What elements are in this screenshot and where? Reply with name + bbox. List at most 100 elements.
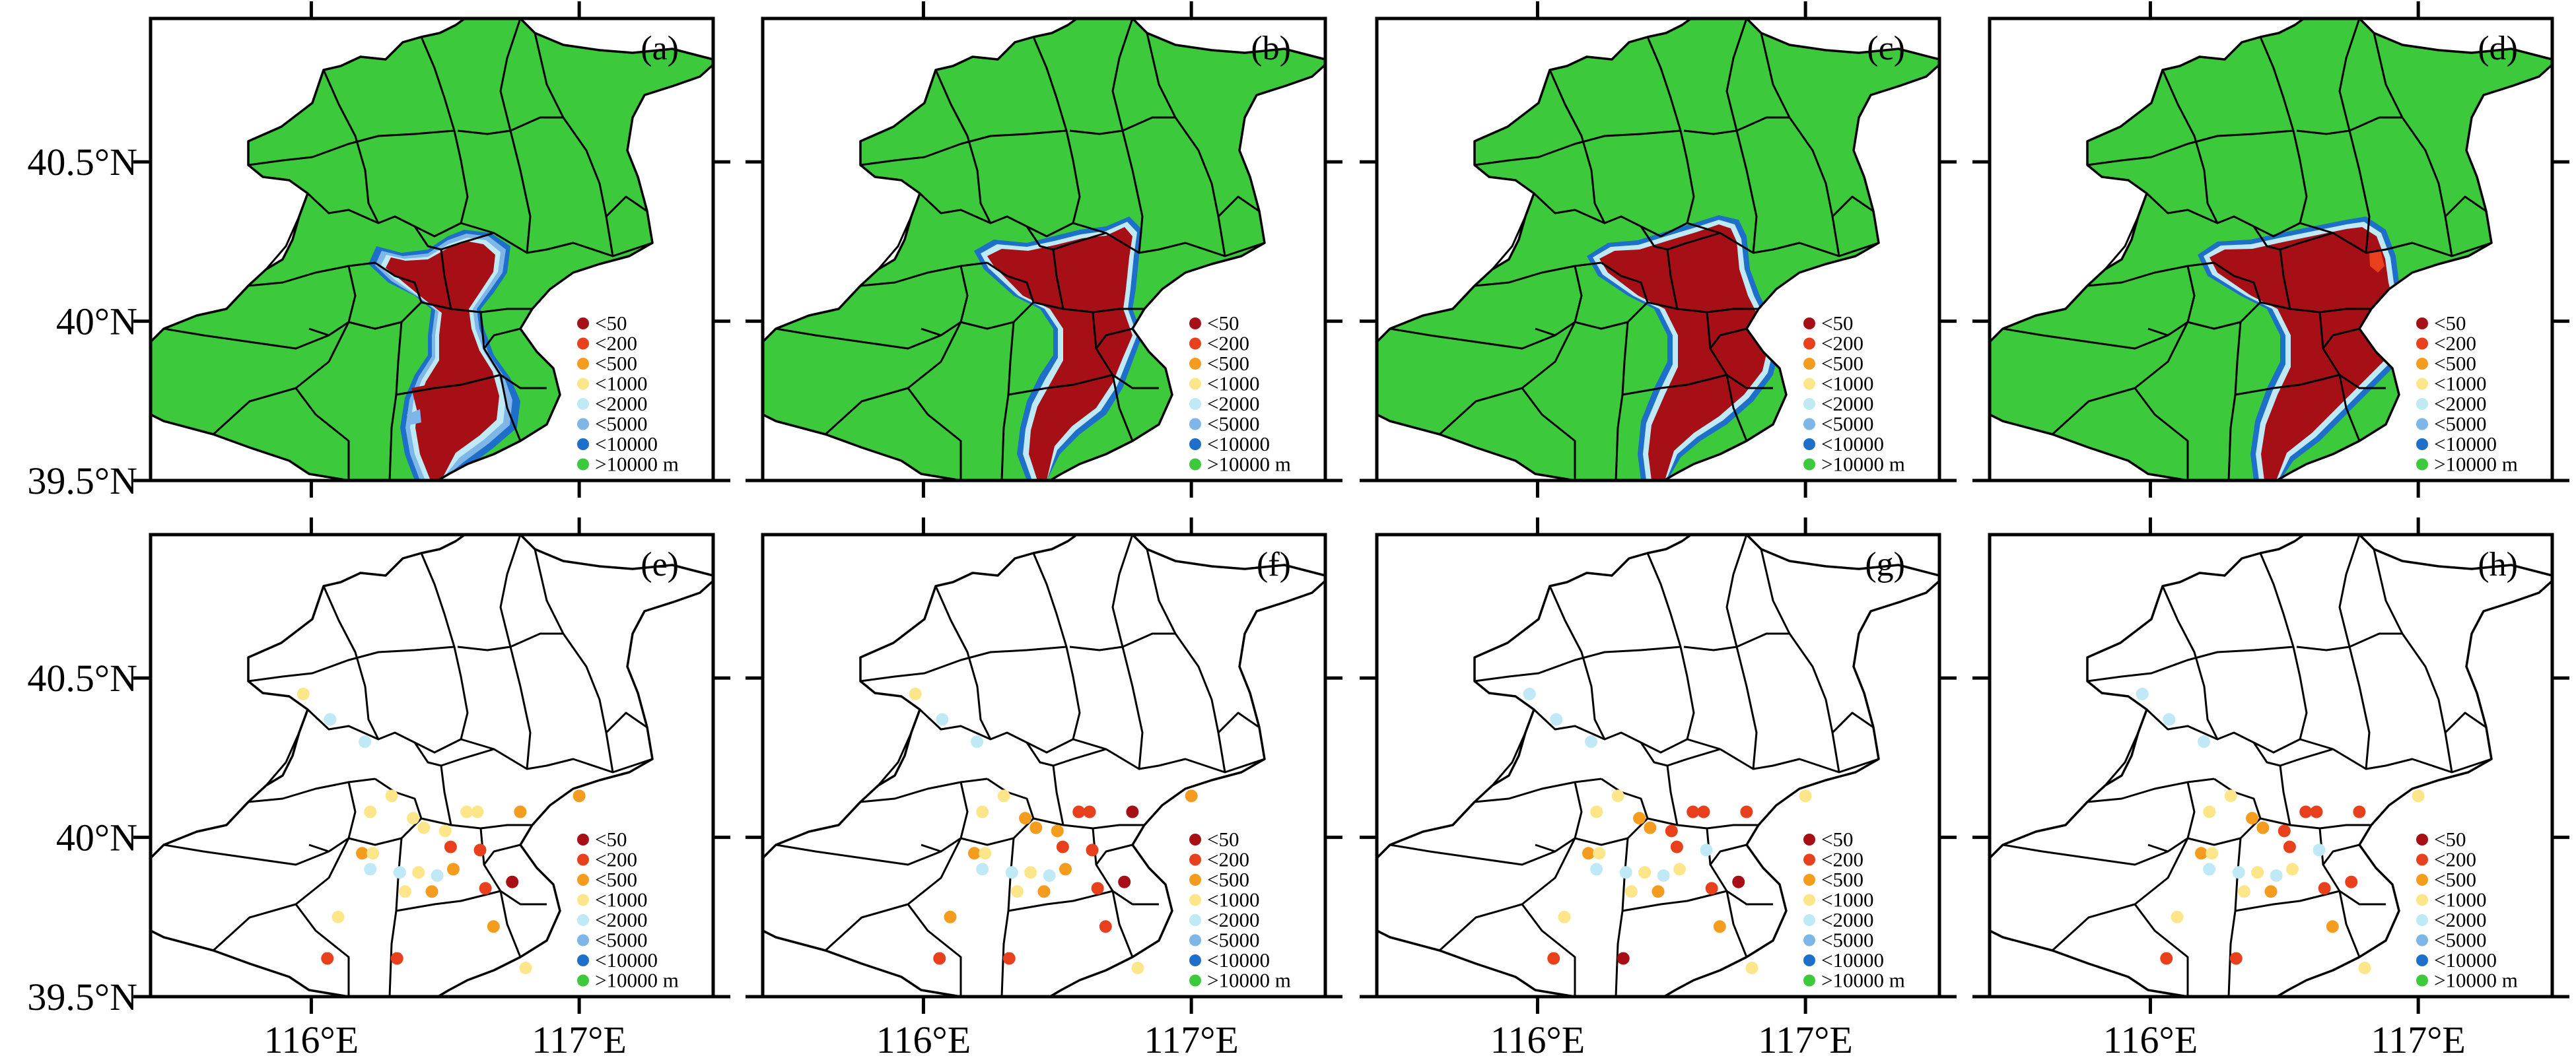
legend-label: <10000 xyxy=(1821,948,1884,972)
panel-background xyxy=(151,535,713,997)
lon-tick-label: 117°E xyxy=(1758,1018,1852,1061)
district-boundary xyxy=(2087,129,2294,166)
legend-marker xyxy=(2416,934,2428,946)
legend-marker xyxy=(1803,894,1815,906)
station-point xyxy=(2412,789,2425,803)
station-point xyxy=(1624,885,1638,898)
district-boundary xyxy=(2161,585,2219,740)
beijing-outline xyxy=(761,17,1327,482)
lon-tick-label: 117°E xyxy=(532,1018,626,1061)
legend-marker xyxy=(2416,337,2428,350)
panel-frame xyxy=(149,17,715,482)
legend-marker xyxy=(1803,358,1815,370)
station-point xyxy=(390,952,403,965)
district-boundary xyxy=(860,261,988,287)
legend-label: <50 xyxy=(2434,828,2466,851)
station-point xyxy=(487,920,500,933)
legend-marker xyxy=(1189,418,1201,430)
station-point xyxy=(2264,885,2278,898)
station-point xyxy=(1617,952,1630,965)
legend-marker xyxy=(2416,317,2428,329)
station-point xyxy=(2246,812,2259,825)
legend-marker xyxy=(1803,834,1815,846)
station-point xyxy=(1086,844,1099,857)
station-point xyxy=(1185,789,1198,803)
district-boundary xyxy=(934,585,992,740)
legend-marker xyxy=(2416,954,2428,966)
station-point xyxy=(976,805,989,818)
legend-label: <200 xyxy=(2434,332,2476,355)
district-boundary xyxy=(2134,387,2189,481)
station-point xyxy=(1547,952,1560,965)
panel-background xyxy=(763,535,1325,997)
district-boundary xyxy=(605,712,648,734)
station-point xyxy=(2195,847,2208,860)
station-point xyxy=(936,713,949,726)
legend-marker xyxy=(1803,914,1815,926)
station-point xyxy=(1670,840,1683,853)
legend-marker xyxy=(2416,458,2428,471)
panel-frame xyxy=(149,533,715,999)
station-point xyxy=(1633,812,1646,825)
district-boundary xyxy=(934,69,992,224)
legend-marker xyxy=(2416,853,2428,866)
lon-tick-label: 116°E xyxy=(876,1018,971,1061)
legend-marker xyxy=(1803,934,1815,946)
station-point xyxy=(933,952,946,965)
district-boundary xyxy=(1831,195,1874,218)
district-boundary xyxy=(1491,216,1527,270)
station-point xyxy=(324,713,337,726)
district-boundary xyxy=(2444,712,2487,734)
station-point xyxy=(1072,805,1086,818)
station-point xyxy=(1652,885,1665,898)
station-point xyxy=(1126,805,1139,818)
field-band xyxy=(386,242,499,481)
lat-tick-label: 39.5°N xyxy=(27,976,137,1018)
legend-label: <10000 xyxy=(595,948,658,972)
district-boundary xyxy=(2338,374,2361,442)
legend-label: <500 xyxy=(1207,868,1249,891)
legend-marker xyxy=(2416,974,2428,987)
legend-marker xyxy=(1803,874,1815,886)
district-boundary xyxy=(440,765,452,826)
legend-label: >10000 m xyxy=(1207,453,1291,476)
visibility-field xyxy=(151,18,713,481)
district-boundary xyxy=(440,249,452,310)
district-boundary xyxy=(907,904,962,997)
map-panel-f: (f) <50<200<500<1000<2000<5000<10000>1000… xyxy=(746,517,1342,1014)
lat-tick-label: 40°N xyxy=(56,816,137,859)
station-point xyxy=(2326,920,2339,933)
legend-label: <50 xyxy=(2434,312,2466,335)
legend: <50<200<500<1000<2000<5000<10000>10000 m xyxy=(2416,312,2518,476)
district-boundary xyxy=(1217,712,1260,734)
district-boundary xyxy=(396,374,501,396)
station-point xyxy=(2358,962,2371,975)
panel-ticks xyxy=(133,1,730,498)
station-point xyxy=(976,863,989,876)
district-boundary xyxy=(1052,765,1064,826)
legend-marker xyxy=(1189,974,1201,987)
field-band xyxy=(987,227,1132,481)
station-point xyxy=(1550,713,1563,726)
district-boundary xyxy=(1622,374,1727,396)
station-point xyxy=(2136,687,2149,700)
legend-label: <10000 xyxy=(2434,948,2497,972)
lon-tick-label: 117°E xyxy=(2371,1018,2465,1061)
legend-marker xyxy=(1189,317,1201,329)
legend-label: <500 xyxy=(595,352,637,375)
station-point xyxy=(1558,910,1571,923)
district-boundary xyxy=(2338,890,2361,958)
station-point xyxy=(1732,875,1745,888)
legend-marker xyxy=(1189,458,1201,471)
district-boundary xyxy=(2087,646,2294,682)
lon-tick-label: 117°E xyxy=(1144,1018,1238,1061)
legend-label: <2000 xyxy=(595,908,647,931)
station-point xyxy=(1700,844,1713,857)
station-point xyxy=(1665,824,1678,838)
station-point xyxy=(1657,869,1670,882)
district-boundary xyxy=(2252,226,2334,251)
legend-marker xyxy=(1189,438,1201,450)
legend-label: <10000 xyxy=(2434,432,2497,455)
panel-ticks xyxy=(1972,517,2569,1014)
panel-background xyxy=(1990,535,2552,997)
